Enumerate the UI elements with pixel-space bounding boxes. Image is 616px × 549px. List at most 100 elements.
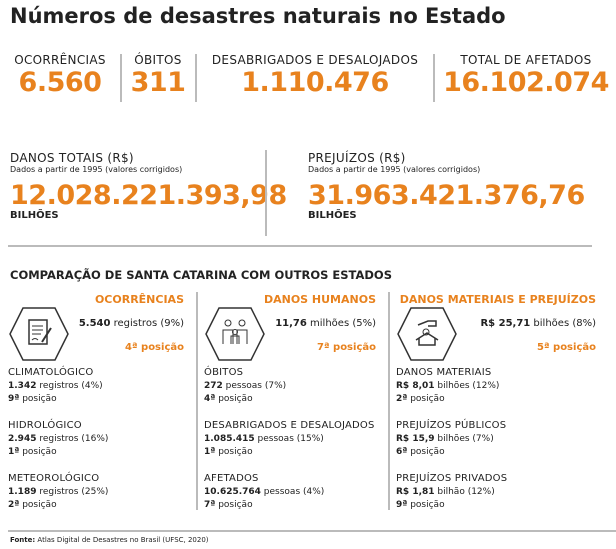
text: registros (16%) — [36, 434, 109, 444]
comparison-title: COMPARAÇÃO DE SANTA CATARINA COM OUTROS … — [10, 268, 392, 282]
money-unit: BILHÕES — [10, 210, 59, 221]
text: posição — [215, 394, 253, 404]
text: pessoas (7%) — [222, 381, 287, 391]
divider — [433, 54, 435, 102]
text: bilhão (12%) — [434, 487, 495, 497]
item-value: R$ 8,01 bilhões (12%) — [396, 380, 499, 393]
comparison-column: OCORRÊNCIAS 5.540 registros (9%) 4ª posi… — [8, 292, 184, 522]
stat-value: 6.560 — [18, 67, 102, 98]
column-item: CLIMATOLÓGICO 1.342 registros (4%) 9ª po… — [8, 366, 103, 406]
text: 9ª — [8, 394, 20, 404]
item-value: R$ 1,81 bilhão (12%) — [396, 486, 507, 499]
item-rank: 2ª posição — [8, 499, 108, 512]
column-item: ÓBITOS 272 pessoas (7%) 4ª posição — [204, 366, 286, 406]
text: 11,76 — [275, 318, 307, 329]
stat-value: 311 — [130, 67, 186, 98]
stat-label: TOTAL DE AFETADOS — [460, 53, 592, 67]
text: 1.085.415 — [204, 434, 255, 444]
item-value: R$ 15,9 bilhões (7%) — [396, 433, 506, 446]
money-note: Dados a partir de 1995 (valores corrigid… — [308, 165, 481, 174]
text: 9ª — [396, 500, 408, 510]
text: posição — [407, 447, 445, 457]
text: milhões (5%) — [306, 318, 376, 329]
source-text: Atlas Digital de Desastres no Brasil (UF… — [35, 536, 209, 544]
item-rank: 4ª posição — [204, 393, 286, 406]
item-label: DANOS MATERIAIS — [396, 367, 492, 378]
text: posição — [215, 447, 253, 457]
hand-house-icon — [397, 307, 457, 361]
money-value: 12.028.221.393,98 — [10, 180, 287, 211]
text: 1ª — [204, 447, 216, 457]
text: 7ª — [204, 500, 216, 510]
item-label: AFETADOS — [204, 473, 259, 484]
text: 1.342 — [8, 381, 37, 391]
divider — [265, 150, 267, 236]
comparison-column: DANOS HUMANOS 11,76 milhões (5%) 7ª posi… — [204, 292, 376, 522]
source-label: Fonte: — [10, 536, 36, 544]
text: posição — [407, 500, 445, 510]
danos-totais: DANOS TOTAIS (R$) Dados a partir de 1995… — [10, 151, 287, 221]
text: registros (25%) — [36, 487, 109, 497]
item-rank: 9ª posição — [396, 499, 507, 512]
stat-obitos: ÓBITOS 311 — [126, 53, 190, 98]
item-value: 10.625.764 pessoas (4%) — [204, 486, 324, 499]
family-icon — [205, 307, 265, 361]
text: bilhões (7%) — [434, 434, 494, 444]
text: posição — [19, 500, 57, 510]
page-title: Números de desastres naturais no Estado — [10, 4, 506, 28]
item-value: 1.342 registros (4%) — [8, 380, 103, 393]
text: R$ 8,01 — [396, 381, 435, 391]
stat-value: 1.110.476 — [241, 67, 389, 98]
stat-label: DESABRIGADOS E DESALOJADOS — [211, 53, 419, 67]
column-heading: OCORRÊNCIAS — [94, 293, 184, 306]
text: R$ 15,9 — [396, 434, 435, 444]
column-item: DANOS MATERIAIS R$ 8,01 bilhões (12%) 2ª… — [396, 366, 499, 406]
text: 6ª — [396, 447, 408, 457]
item-label: HIDROLÓGICO — [8, 420, 82, 431]
stat-afetados: TOTAL DE AFETADOS 16.102.074 — [438, 53, 614, 98]
column-main-value: R$ 25,71 bilhões (8%) — [480, 318, 596, 329]
item-label: DESABRIGADOS E DESALOJADOS — [204, 420, 375, 431]
text: 10.625.764 — [204, 487, 261, 497]
item-rank: 2ª posição — [396, 393, 499, 406]
divider — [195, 54, 197, 102]
column-item: AFETADOS 10.625.764 pessoas (4%) 7ª posi… — [204, 472, 324, 512]
divider — [8, 530, 616, 532]
text: 5.540 — [78, 318, 111, 329]
column-item: DESABRIGADOS E DESALOJADOS 1.085.415 pes… — [204, 419, 375, 459]
item-label: PREJUÍZOS PÚBLICOS — [396, 420, 507, 431]
item-label: METEOROLÓGICO — [8, 473, 100, 484]
column-heading: DANOS MATERIAIS E PREJUÍZOS — [399, 293, 596, 306]
text: 2.945 — [8, 434, 37, 444]
text: 272 — [204, 381, 223, 391]
comparison-column: DANOS MATERIAIS E PREJUÍZOS R$ 25,71 bil… — [396, 292, 596, 522]
text: bilhões (12%) — [434, 381, 500, 391]
text: 2ª — [8, 500, 20, 510]
column-main-value: 11,76 milhões (5%) — [275, 318, 376, 329]
divider — [196, 292, 198, 510]
money-value: 31.963.421.376,76 — [308, 180, 585, 211]
item-rank: 6ª posição — [396, 446, 506, 459]
money-label: DANOS TOTAIS (R$) — [10, 151, 134, 165]
text: pessoas (4%) — [260, 487, 325, 497]
column-main-value: 5.540 registros (9%) — [79, 318, 184, 329]
column-item: METEOROLÓGICO 1.189 registros (25%) 2ª p… — [8, 472, 108, 512]
text: 1.189 — [8, 487, 37, 497]
text: R$ 1,81 — [396, 487, 435, 497]
item-value: 272 pessoas (7%) — [204, 380, 286, 393]
text: 4ª — [204, 394, 216, 404]
prejuizos: PREJUÍZOS (R$) Dados a partir de 1995 (v… — [308, 151, 585, 221]
item-rank: 1ª posição — [8, 446, 108, 459]
money-unit: BILHÕES — [308, 210, 357, 221]
money-note: Dados a partir de 1995 (valores corrigid… — [10, 165, 183, 174]
item-rank: 7ª posição — [204, 499, 324, 512]
text: registros (4%) — [36, 381, 103, 391]
stat-desabrigados: DESABRIGADOS E DESALOJADOS 1.110.476 — [200, 53, 430, 98]
item-value: 2.945 registros (16%) — [8, 433, 108, 446]
text: registros (9%) — [110, 318, 184, 329]
source-note: Fonte: Atlas Digital de Desastres no Bra… — [10, 536, 209, 544]
item-rank: 9ª posição — [8, 393, 103, 406]
column-item: PREJUÍZOS PRIVADOS R$ 1,81 bilhão (12%) … — [396, 472, 507, 512]
column-heading: DANOS HUMANOS — [263, 293, 376, 306]
